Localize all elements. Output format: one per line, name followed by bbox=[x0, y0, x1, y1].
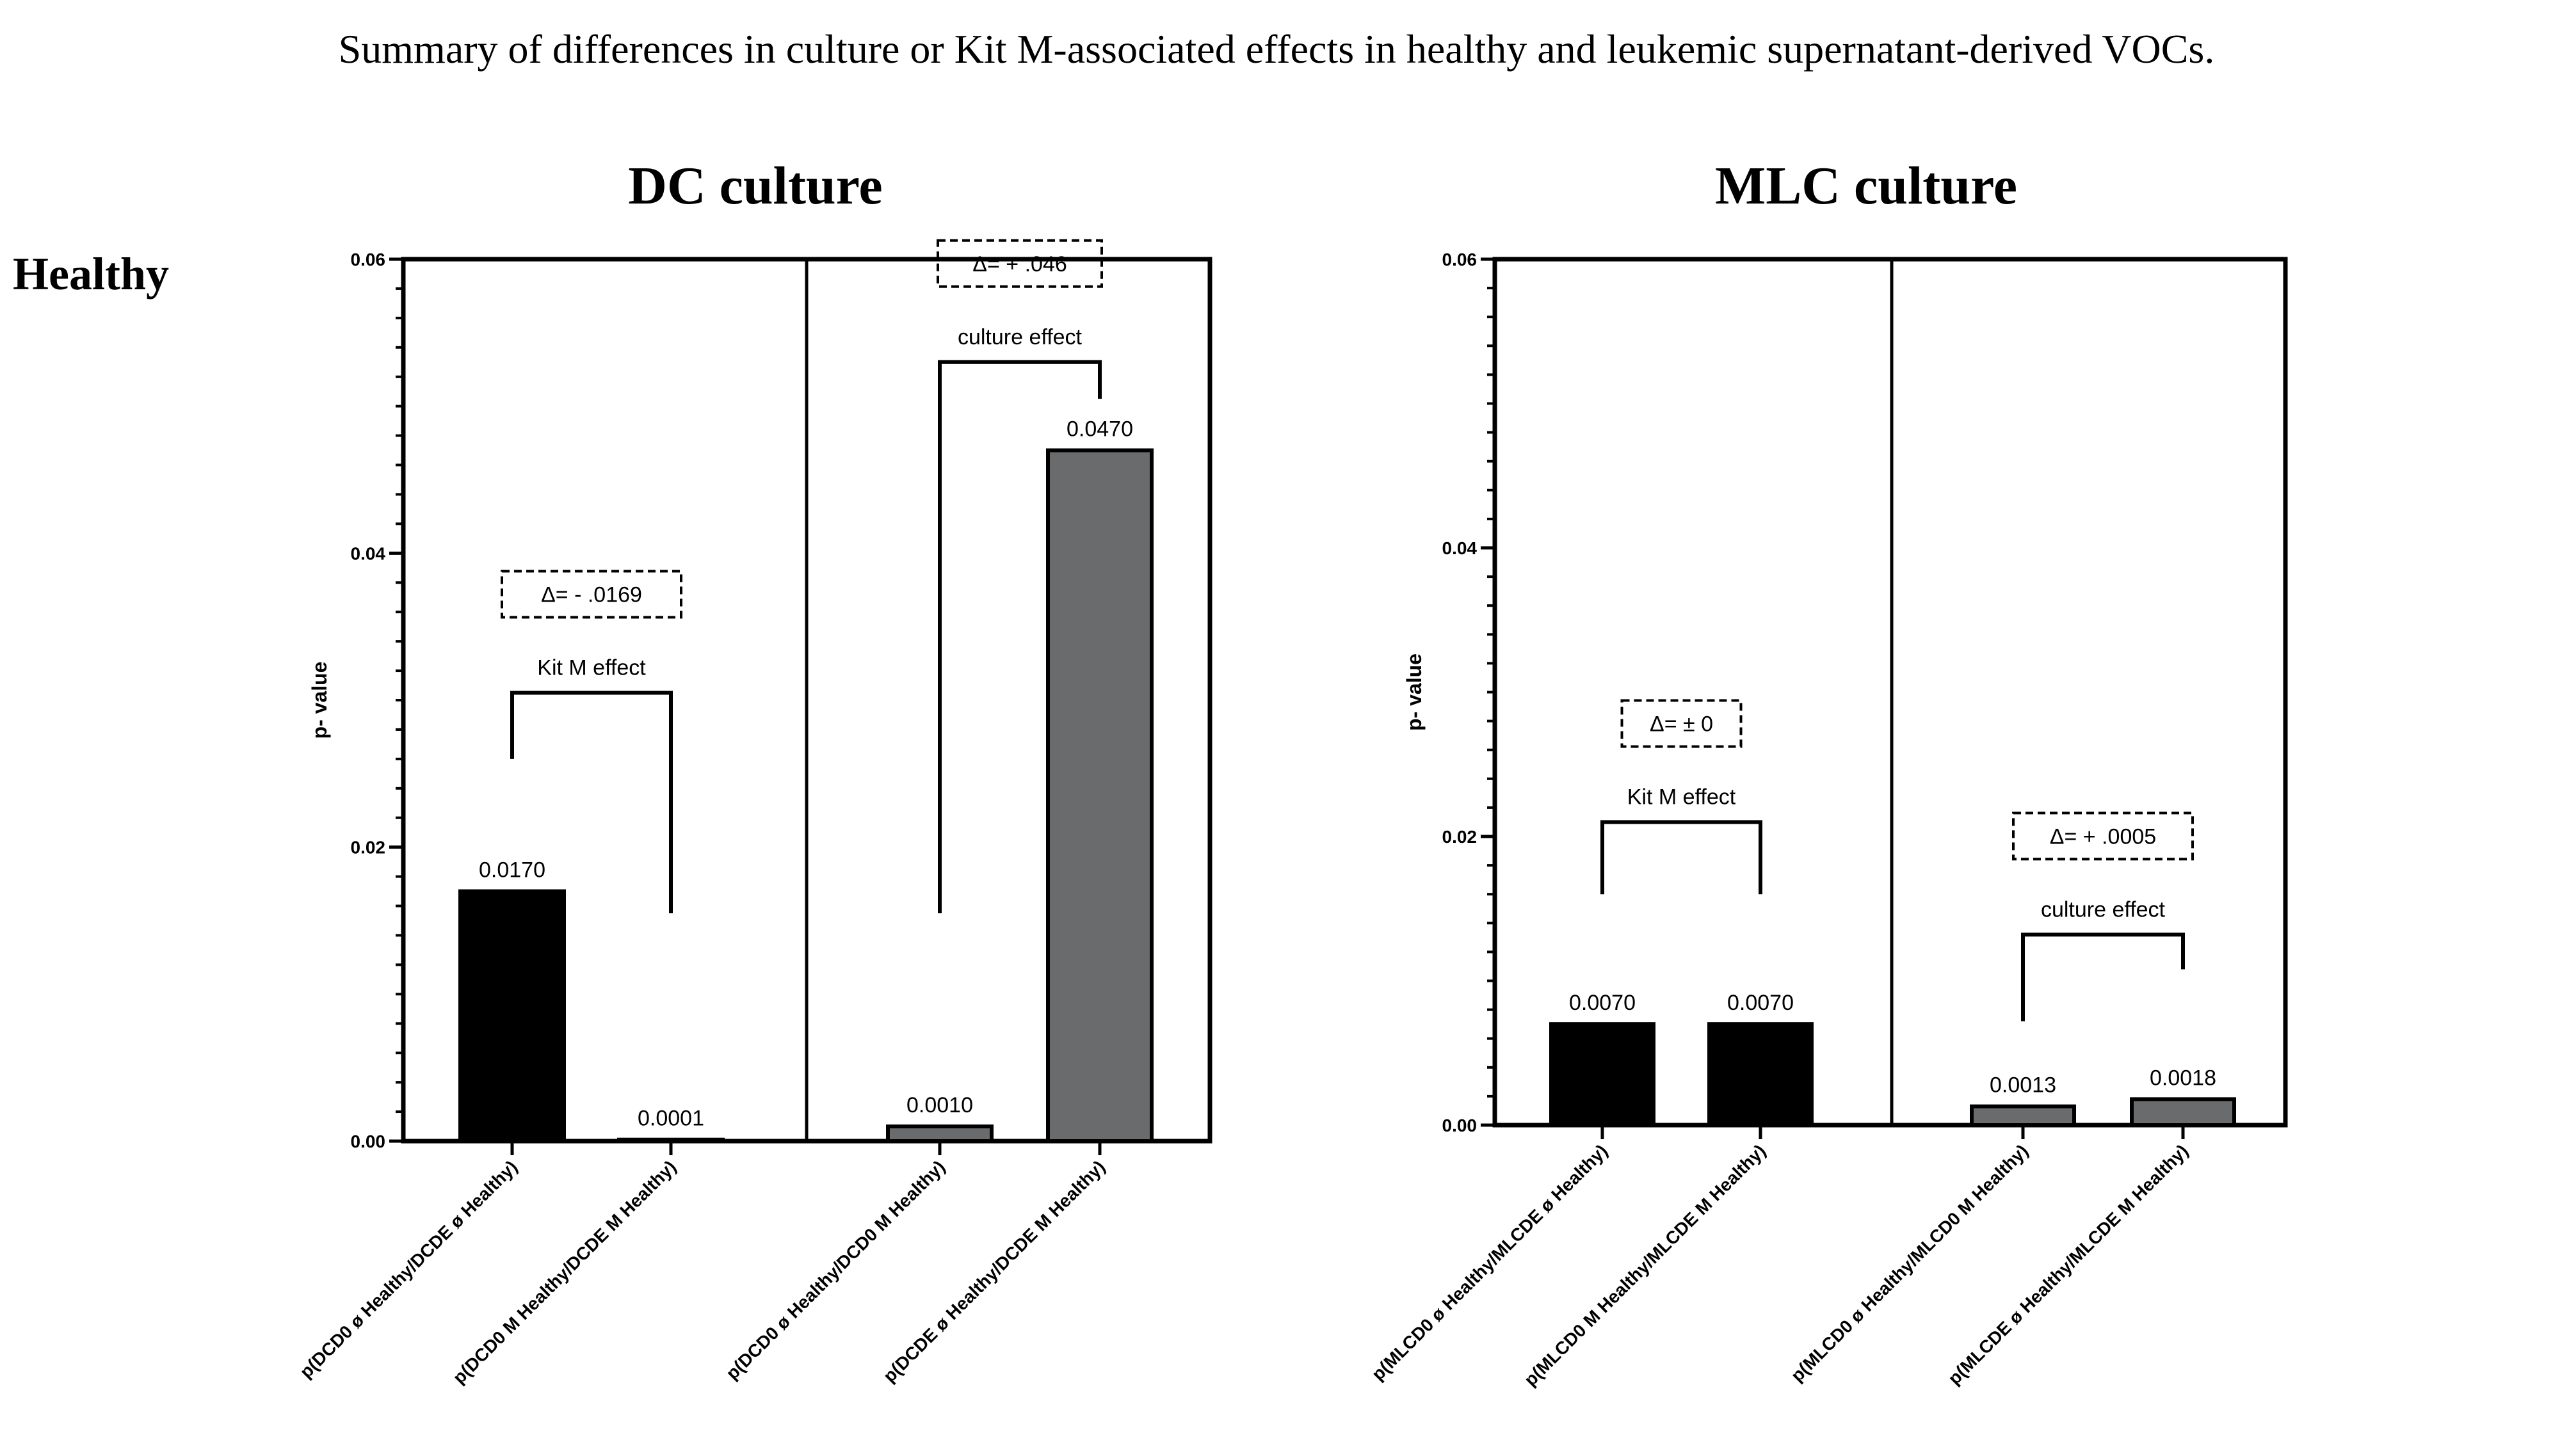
x-category-label: p(MLCD0 M Healthy/MLCDE M Healthy) bbox=[1520, 1140, 1769, 1389]
annotation-label: Kit M effect bbox=[537, 656, 646, 680]
bar-p-dcde-healthy-dcde-m-healthy bbox=[1046, 448, 1154, 1143]
bar-p-mlcde-healthy-mlcde-m-healthy bbox=[2130, 1097, 2236, 1128]
y-tick-label: 0.06 bbox=[351, 250, 386, 269]
bar-value-label: 0.0070 bbox=[1569, 991, 1636, 1015]
bar-value-label: 0.0010 bbox=[906, 1093, 973, 1117]
dc-culture-chart: DC culture p- value 0.00 0.02 0.04 0.06 0.0170… bbox=[296, 156, 1212, 1388]
row-label-healthy: Healthy bbox=[13, 248, 169, 300]
y-tick-label: 0.02 bbox=[1442, 827, 1478, 847]
bar-p-dcd0-healthy-dcd0-m-healthy bbox=[886, 1124, 994, 1143]
y-tick-label: 0.04 bbox=[351, 543, 386, 563]
bar-p-dcd0-m-healthy-dcde-m-healthy bbox=[617, 1137, 725, 1144]
delta-label: Δ= ± 0 bbox=[1650, 712, 1713, 736]
delta-label: Δ= + .0005 bbox=[2050, 824, 2156, 849]
bar-value-label: 0.0470 bbox=[1067, 417, 1133, 442]
annotation-label: culture effect bbox=[958, 325, 1083, 349]
delta-box bbox=[501, 570, 682, 619]
y-tick-label: 0.00 bbox=[351, 1132, 386, 1151]
delta-box bbox=[1620, 699, 1743, 748]
bar-value-label: 0.0070 bbox=[1727, 991, 1794, 1015]
bar-value-label: 0.0001 bbox=[638, 1107, 704, 1131]
y-tick-label: 0.02 bbox=[351, 838, 386, 858]
mlc-culture-chart: MLC culture p- value 0.00 0.02 0.04 0.06 0.007… bbox=[1368, 156, 2288, 1390]
chart-title: MLC culture bbox=[1715, 156, 2017, 216]
y-axis-label: p- value bbox=[308, 662, 331, 739]
delta-box bbox=[937, 239, 1103, 288]
annotation-bracket bbox=[1600, 820, 1762, 895]
bar-p-dcd0-healthy-dcde-healthy bbox=[458, 889, 566, 1143]
figure-title: Summary of differences in culture or Kit… bbox=[339, 26, 2215, 72]
bar-value-label: 0.0018 bbox=[2150, 1066, 2216, 1090]
annotation-bracket bbox=[510, 691, 673, 914]
bar-p-mlcd0-healthy-mlcde-healthy bbox=[1549, 1022, 1655, 1128]
annotation-bracket bbox=[2021, 932, 2185, 1021]
annotation-label: culture effect bbox=[2041, 897, 2166, 922]
bar-p-mlcd0-m-healthy-mlcde-m-healthy bbox=[1707, 1022, 1814, 1128]
y-tick-label: 0.04 bbox=[1442, 538, 1478, 558]
bar-value-label: 0.0170 bbox=[479, 858, 545, 883]
bar-value-label: 0.0013 bbox=[1990, 1073, 2056, 1098]
delta-label: Δ= + .046 bbox=[972, 252, 1067, 276]
annotation-bracket bbox=[938, 360, 1102, 914]
y-axis-label: p- value bbox=[1403, 653, 1426, 731]
delta-box bbox=[2012, 812, 2194, 861]
y-tick-label: 0.06 bbox=[1442, 250, 1478, 269]
y-tick-label: 0.00 bbox=[1442, 1116, 1478, 1135]
delta-label: Δ= - .0169 bbox=[541, 583, 642, 607]
bar-p-mlcd0-healthy-mlcd0-m-healthy bbox=[1970, 1104, 2076, 1128]
annotation-label: Kit M effect bbox=[1627, 785, 1736, 809]
chart-title: DC culture bbox=[628, 156, 882, 216]
